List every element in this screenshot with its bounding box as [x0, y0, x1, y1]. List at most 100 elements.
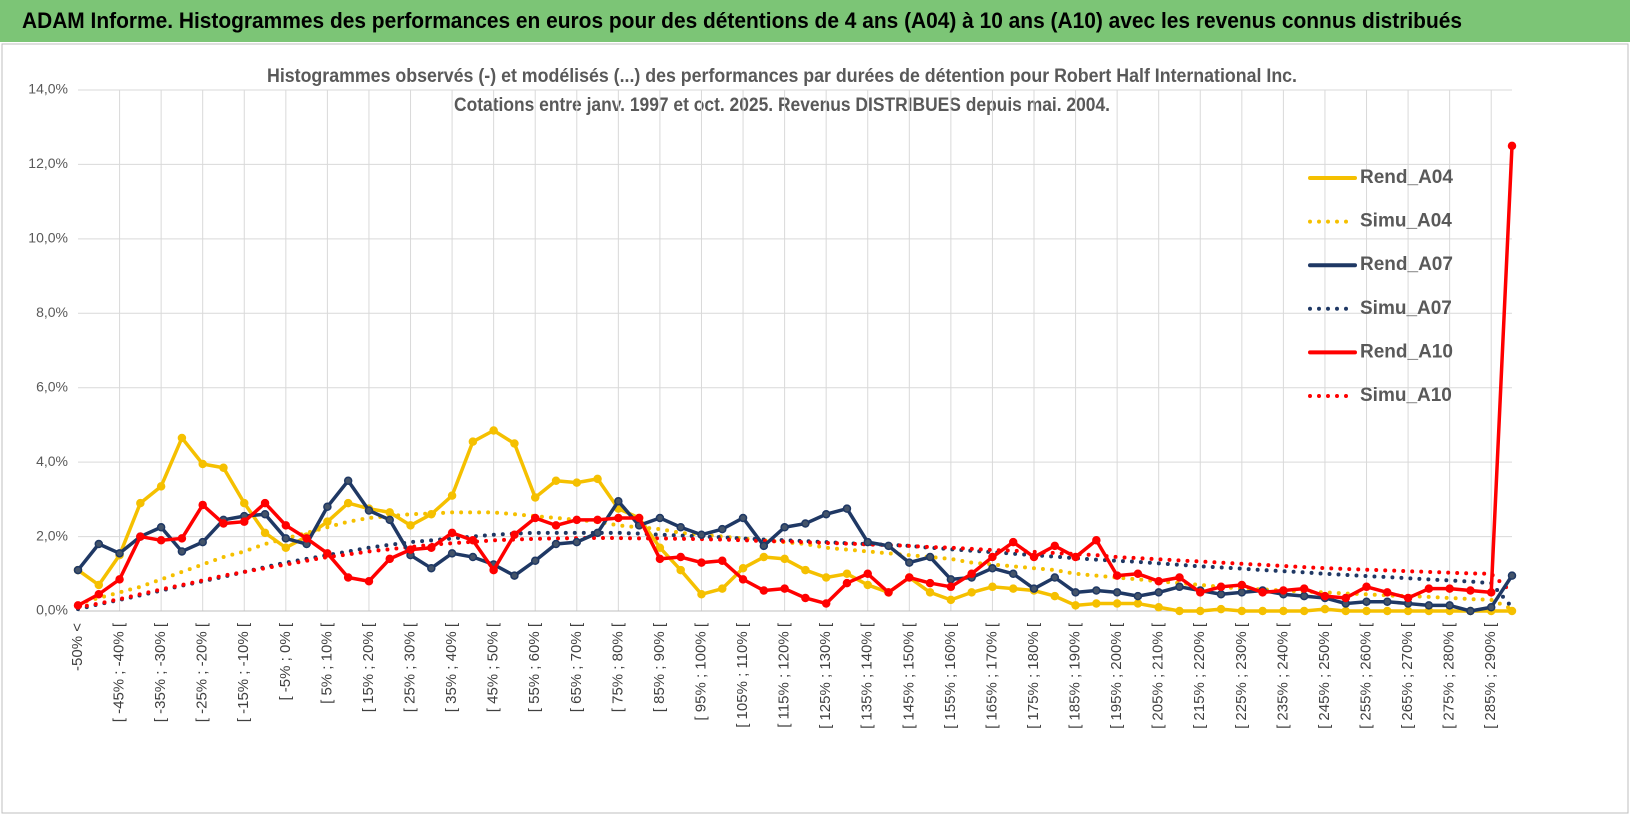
simulated-line [76, 530, 1514, 612]
data-point [1507, 141, 1517, 151]
data-point [1133, 591, 1143, 601]
data-point [1154, 603, 1163, 612]
data-point [364, 576, 374, 586]
data-point [801, 593, 810, 603]
data-point [1092, 599, 1101, 608]
x-tick-label: [ 165% ; 170% [ [983, 622, 1000, 729]
y-tick-label: 8,0% [36, 304, 68, 320]
data-point [323, 549, 332, 558]
legend-label: Rend_A10 [1360, 341, 1453, 362]
x-tick-label: [ 265% ; 270% [ [1399, 622, 1416, 729]
data-point [1486, 603, 1496, 612]
x-tick-label: [ 145% ; 150% [ [900, 622, 917, 729]
data-point [385, 508, 394, 517]
data-point [988, 582, 997, 592]
data-point [115, 549, 124, 558]
data-point [530, 493, 540, 502]
data-point [1112, 599, 1122, 608]
data-point [1383, 606, 1392, 616]
data-point [1133, 569, 1143, 579]
x-tick-label: [ 55% ; 60% [ [526, 622, 543, 712]
data-point [1486, 588, 1496, 597]
data-point [946, 582, 956, 592]
x-tick-label: [ 155% ; 160% [ [942, 622, 959, 729]
data-point [198, 459, 207, 469]
x-tick-label: [ 185% ; 190% [ [1067, 622, 1084, 729]
observed-line [76, 144, 1514, 608]
data-point [385, 554, 394, 564]
data-point [593, 528, 602, 538]
x-tick-label: [ 35% ; 40% [ [443, 622, 460, 712]
data-point [593, 474, 602, 484]
data-point [1154, 588, 1163, 597]
data-point [676, 565, 685, 575]
data-point [738, 513, 748, 523]
data-point [925, 578, 935, 588]
data-point [156, 536, 166, 545]
data-point [94, 539, 104, 549]
data-point [1175, 606, 1184, 616]
data-point [343, 498, 353, 508]
data-point [260, 498, 270, 508]
x-tick-label: [ 125% ; 130% [ [817, 622, 834, 729]
data-point [156, 523, 166, 532]
data-point [1237, 580, 1247, 590]
data-point [634, 513, 644, 523]
data-point [697, 558, 706, 567]
data-point [260, 528, 270, 538]
data-point [1092, 586, 1101, 595]
data-point [1403, 606, 1413, 616]
data-point [198, 500, 207, 510]
data-point [447, 549, 457, 558]
data-point [738, 575, 748, 584]
data-point [364, 506, 374, 515]
data-point [489, 565, 498, 575]
data-point [1258, 606, 1267, 616]
data-point [1092, 536, 1101, 545]
data-point [1112, 571, 1122, 580]
data-point [801, 519, 810, 528]
data-point [1050, 591, 1060, 601]
data-point [1383, 588, 1392, 597]
data-point [510, 571, 519, 580]
data-point [821, 573, 831, 582]
y-tick-label: 6,0% [36, 378, 68, 394]
data-point [468, 437, 478, 446]
legend-label: Simu_A10 [1360, 385, 1452, 406]
data-point [260, 509, 270, 519]
data-point [323, 517, 332, 526]
data-point [1029, 584, 1039, 593]
data-point [73, 565, 83, 575]
data-point [551, 476, 561, 485]
data-point [759, 541, 769, 551]
data-point [94, 590, 104, 599]
y-tick-label: 12,0% [28, 155, 68, 171]
data-point [1071, 552, 1080, 562]
data-point [177, 433, 187, 443]
data-point [759, 552, 769, 562]
data-point [406, 545, 415, 554]
x-tick-label: [ 175% ; 180% [ [1025, 622, 1042, 729]
data-point [676, 523, 685, 532]
data-point [1383, 597, 1392, 606]
data-point [343, 573, 353, 582]
data-point [1466, 586, 1475, 595]
data-point [946, 575, 956, 584]
data-point [551, 521, 561, 530]
data-point [1279, 586, 1288, 595]
data-point [614, 496, 623, 506]
data-point [697, 530, 706, 539]
data-point [842, 578, 852, 588]
data-point [1424, 584, 1434, 593]
data-point [1050, 573, 1060, 582]
data-point [655, 543, 665, 552]
data-point [323, 502, 332, 512]
data-point [447, 491, 457, 500]
data-point [1237, 588, 1247, 597]
x-tick-label: [ 255% ; 260% [ [1357, 622, 1374, 729]
x-tick-label: [ 75% ; 80% [ [609, 622, 626, 712]
data-point [1424, 601, 1434, 610]
data-point [302, 534, 311, 543]
simulated-line [76, 536, 1514, 610]
